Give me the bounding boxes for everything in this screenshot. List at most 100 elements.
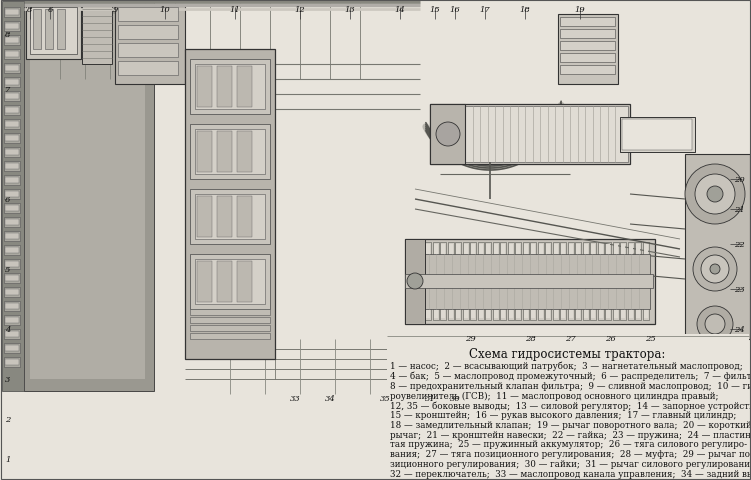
Bar xyxy=(5,317,19,324)
Bar xyxy=(237,132,252,173)
Text: 16: 16 xyxy=(450,6,460,14)
Bar xyxy=(45,10,53,50)
Bar xyxy=(591,244,595,318)
Bar xyxy=(4,357,20,367)
Bar xyxy=(590,242,596,320)
Text: 25: 25 xyxy=(644,334,656,342)
Bar xyxy=(561,244,565,318)
Bar xyxy=(190,125,270,180)
Bar xyxy=(441,244,445,318)
Bar xyxy=(628,242,634,320)
Text: 1 — насос;  2 — всасывающий патрубок;  3 — нагнетательный маслопровод;: 1 — насос; 2 — всасывающий патрубок; 3 —… xyxy=(390,361,743,371)
Bar xyxy=(685,155,750,339)
Bar xyxy=(4,78,20,88)
Bar xyxy=(410,242,416,320)
Bar xyxy=(485,242,491,320)
Bar xyxy=(197,67,212,108)
Bar xyxy=(621,244,625,318)
Bar xyxy=(418,244,423,318)
Circle shape xyxy=(710,264,720,275)
Bar xyxy=(430,105,465,165)
Bar xyxy=(4,315,20,325)
Bar xyxy=(516,244,520,318)
Bar xyxy=(4,106,20,116)
Bar xyxy=(57,10,65,50)
Bar xyxy=(4,120,20,130)
Bar xyxy=(553,244,557,318)
Text: 3: 3 xyxy=(5,375,11,383)
Bar xyxy=(190,325,270,331)
Bar xyxy=(26,5,81,60)
Text: 8: 8 xyxy=(5,31,11,39)
Text: 4: 4 xyxy=(5,325,11,333)
Bar xyxy=(425,242,431,320)
Bar xyxy=(237,67,252,108)
Bar xyxy=(448,244,453,318)
Bar xyxy=(195,194,265,240)
Bar xyxy=(5,192,19,198)
Bar xyxy=(470,242,476,320)
Bar xyxy=(217,67,232,108)
Bar xyxy=(5,205,19,212)
Bar xyxy=(515,242,521,320)
Bar xyxy=(118,26,178,40)
Bar xyxy=(118,44,178,58)
Text: 29: 29 xyxy=(465,334,475,342)
Bar xyxy=(30,8,77,55)
Text: 10: 10 xyxy=(160,6,170,14)
Bar xyxy=(440,242,446,320)
Bar xyxy=(583,242,589,320)
Bar xyxy=(4,22,20,32)
Bar xyxy=(190,60,270,115)
Bar xyxy=(538,244,542,318)
Text: 8 — предохранительный клапан фильтра;  9 — сливной маслопровод;  10 — гид-: 8 — предохранительный клапан фильтра; 9 … xyxy=(390,381,751,390)
Bar xyxy=(405,240,425,324)
Circle shape xyxy=(701,255,729,283)
Bar xyxy=(405,275,653,288)
Text: зиционного регулирования;  30 — гайки;  31 — рычаг силового регулирования;: зиционного регулирования; 30 — гайки; 31… xyxy=(390,459,751,468)
Bar xyxy=(237,262,252,302)
Bar xyxy=(411,244,415,318)
Bar xyxy=(4,92,20,102)
Text: 23: 23 xyxy=(734,286,745,293)
Bar xyxy=(478,244,482,318)
Text: 7: 7 xyxy=(5,86,11,94)
Bar xyxy=(4,8,20,18)
Text: вод;  «А» — перепускной клапан распределителя;  «Б» — масломер.: вод; «А» — перепускной клапан распредели… xyxy=(390,479,707,480)
Bar xyxy=(190,190,270,244)
Bar xyxy=(576,244,580,318)
Bar xyxy=(530,242,536,320)
Bar xyxy=(4,50,20,60)
Text: 13: 13 xyxy=(345,6,355,14)
Text: 12: 12 xyxy=(294,6,306,14)
Bar xyxy=(33,10,41,50)
Bar xyxy=(433,244,438,318)
Text: 1: 1 xyxy=(5,455,11,463)
Bar xyxy=(455,242,461,320)
Bar xyxy=(5,331,19,337)
Bar xyxy=(4,217,20,228)
Bar xyxy=(5,10,19,16)
Circle shape xyxy=(697,306,733,342)
Bar xyxy=(545,242,551,320)
Text: вод;  «А» — перепускной клапан распределителя;  «Б» — масломер.: вод; «А» — перепускной клапан распредели… xyxy=(390,479,707,480)
Bar xyxy=(560,42,615,51)
Bar xyxy=(5,219,19,226)
Text: 26: 26 xyxy=(605,334,615,342)
Circle shape xyxy=(436,123,460,147)
Bar xyxy=(523,244,527,318)
Text: 15 — кронштейн;  16 — рукав высокого давления;  17 — главный цилиндр;: 15 — кронштейн; 16 — рукав высокого давл… xyxy=(390,410,737,419)
Bar xyxy=(5,38,19,44)
Text: 12, 35 — боковые выводы;  13 — силовой регулятор;  14 — запорное устройство;: 12, 35 — боковые выводы; 13 — силовой ре… xyxy=(390,400,751,410)
Text: 18 — замедлительный клапан;  19 — рычаг поворотного вала;  20 — короткий: 18 — замедлительный клапан; 19 — рычаг п… xyxy=(390,420,751,429)
Bar xyxy=(5,122,19,128)
Bar xyxy=(4,176,20,186)
Bar xyxy=(598,242,604,320)
Text: 35: 35 xyxy=(379,394,391,402)
Bar xyxy=(5,150,19,156)
Bar xyxy=(558,15,618,85)
Bar xyxy=(471,244,475,318)
Bar xyxy=(4,343,20,353)
Text: 27: 27 xyxy=(565,334,575,342)
Bar xyxy=(614,244,617,318)
